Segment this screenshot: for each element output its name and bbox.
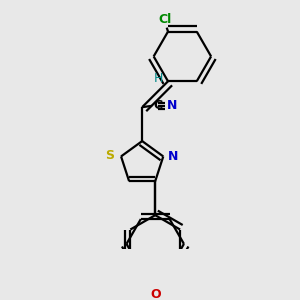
Text: N: N — [168, 150, 178, 163]
Text: H: H — [154, 72, 164, 85]
Text: S: S — [106, 148, 115, 162]
Text: O: O — [150, 288, 160, 300]
Text: C: C — [153, 99, 163, 112]
Text: N: N — [167, 99, 177, 112]
Text: Cl: Cl — [159, 13, 172, 26]
